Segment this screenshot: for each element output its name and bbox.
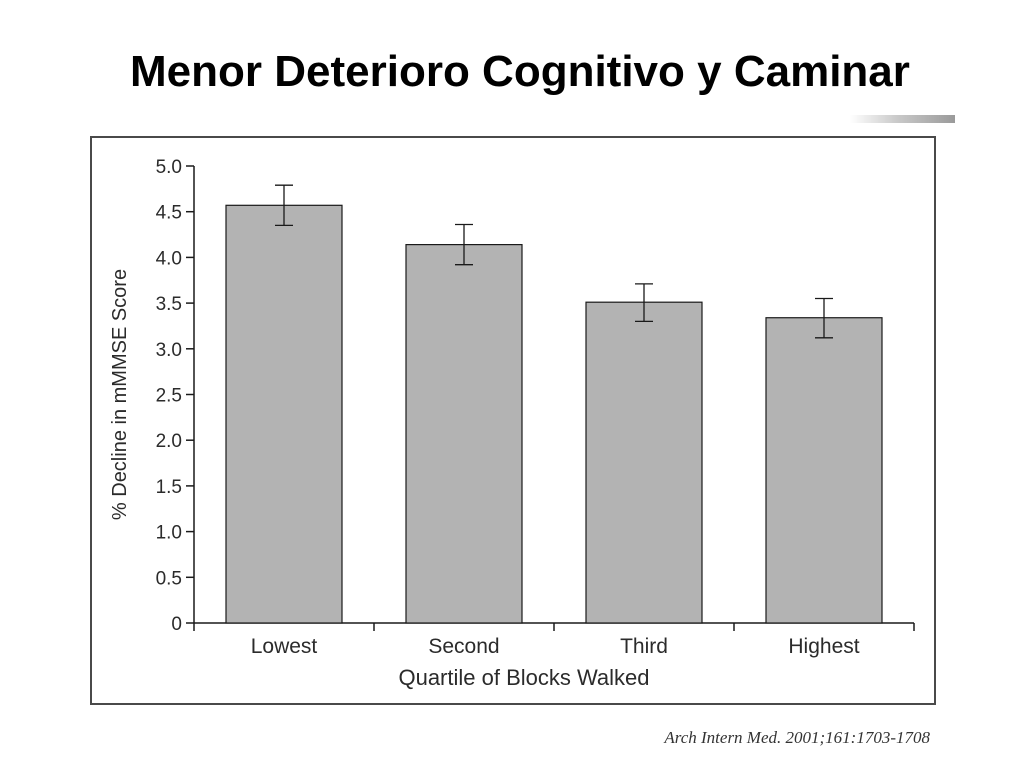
y-tick-label: 3.0 [156,340,182,361]
y-tick-label: 0 [171,614,182,635]
x-category-label: Second [428,635,499,658]
y-axis-title: % Decline in mMMSE Score [109,269,131,520]
citation: Arch Intern Med. 2001;161:1703-1708 [664,728,930,747]
y-tick-label: 3.5 [156,294,182,315]
title-accent-bar [850,115,955,123]
y-tick-label: 1.5 [156,477,182,498]
y-tick-label: 2.5 [156,386,182,407]
y-tick-label: 4.0 [156,248,182,269]
x-axis-title: Quartile of Blocks Walked [398,665,649,690]
x-category-label: Lowest [251,635,318,658]
bar-third [585,301,703,624]
y-tick-label: 2.0 [156,431,182,452]
x-category-label: Highest [788,635,859,658]
bar-second [405,244,523,624]
y-tick-label: 0.5 [156,568,182,589]
y-tick-label: 4.5 [156,203,182,224]
y-tick-label: 1.0 [156,523,182,544]
bar-highest [765,317,883,624]
x-category-label: Third [620,635,668,658]
bar-lowest [225,204,343,624]
chart-frame: 0 0.5 1.0 1.5 2.0 2.5 3.0 3.5 4.0 4.5 5.0 Lowest Sec… [90,136,936,705]
y-tick-label: 5.0 [156,157,182,178]
bar-chart: 0 0.5 1.0 1.5 2.0 2.5 3.0 3.5 4.0 4.5 5.0 Lowest Sec… [109,157,915,690]
slide-title: Menor Deterioro Cognitivo y Caminar [130,47,910,96]
